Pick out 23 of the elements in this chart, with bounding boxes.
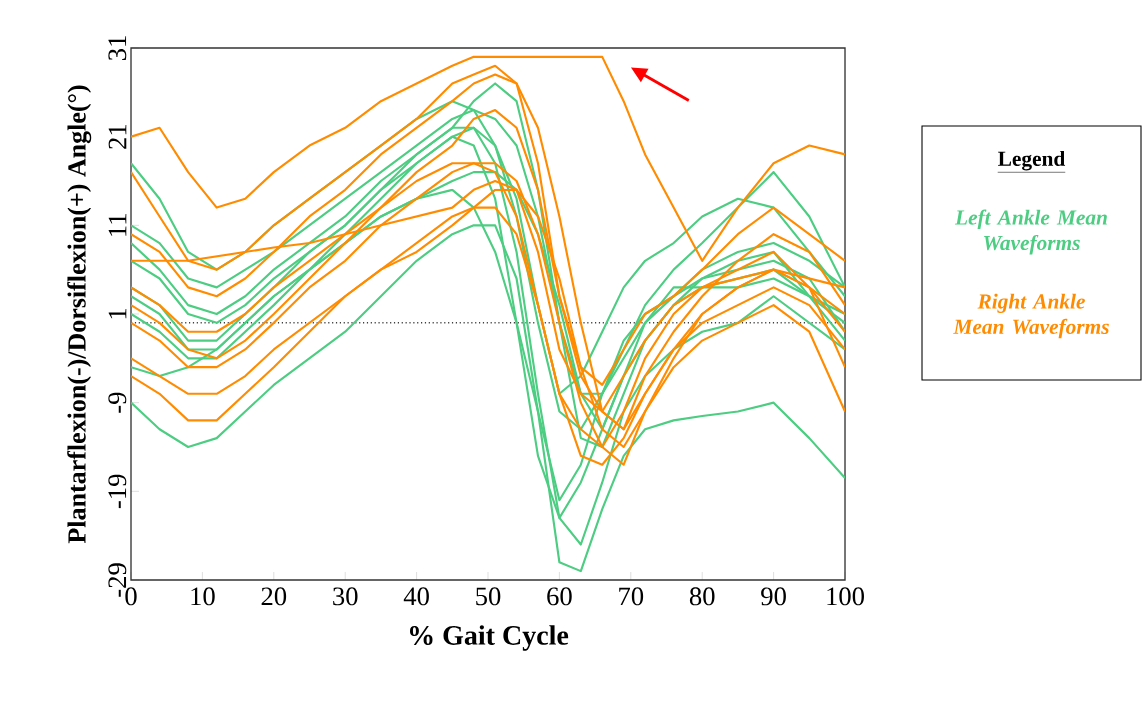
text: Left Ankle Mean Waveforms — [954, 209, 1107, 255]
y-tick-label: 21 — [108, 124, 127, 149]
y-tick-label: 31 — [108, 36, 127, 61]
x-tick-label: 10 — [191, 587, 215, 606]
y-tick-label: -9 — [108, 392, 127, 413]
text: Right Ankle Mean Waveforms — [953, 293, 1109, 339]
y-tick-label: -29 — [108, 563, 127, 597]
x-tick-label: 70 — [619, 587, 644, 606]
x-tick-label: 20 — [261, 587, 287, 606]
x-tick-label: 100 — [827, 587, 864, 606]
x-tick-label: 50 — [476, 587, 501, 606]
x-tick-label: 0 — [125, 587, 137, 606]
x-tick-label: 90 — [761, 587, 786, 606]
y-tick-label: 11 — [108, 214, 127, 236]
y-axis-title: Plantarflexion(-)/Dorsiflexion(+) Angle(°) — [67, 85, 92, 544]
x-tick-label: 30 — [333, 587, 358, 606]
y-tick-label: 1 — [108, 308, 127, 319]
x-axis-title: % Gait Cycle — [410, 625, 569, 651]
x-tick-label: 40 — [403, 587, 429, 606]
x-tick-label: 60 — [547, 587, 572, 606]
y-tick-label: -19 — [108, 474, 127, 509]
x-tick-label: 80 — [689, 587, 715, 606]
legend-title: Legend — [998, 150, 1066, 171]
